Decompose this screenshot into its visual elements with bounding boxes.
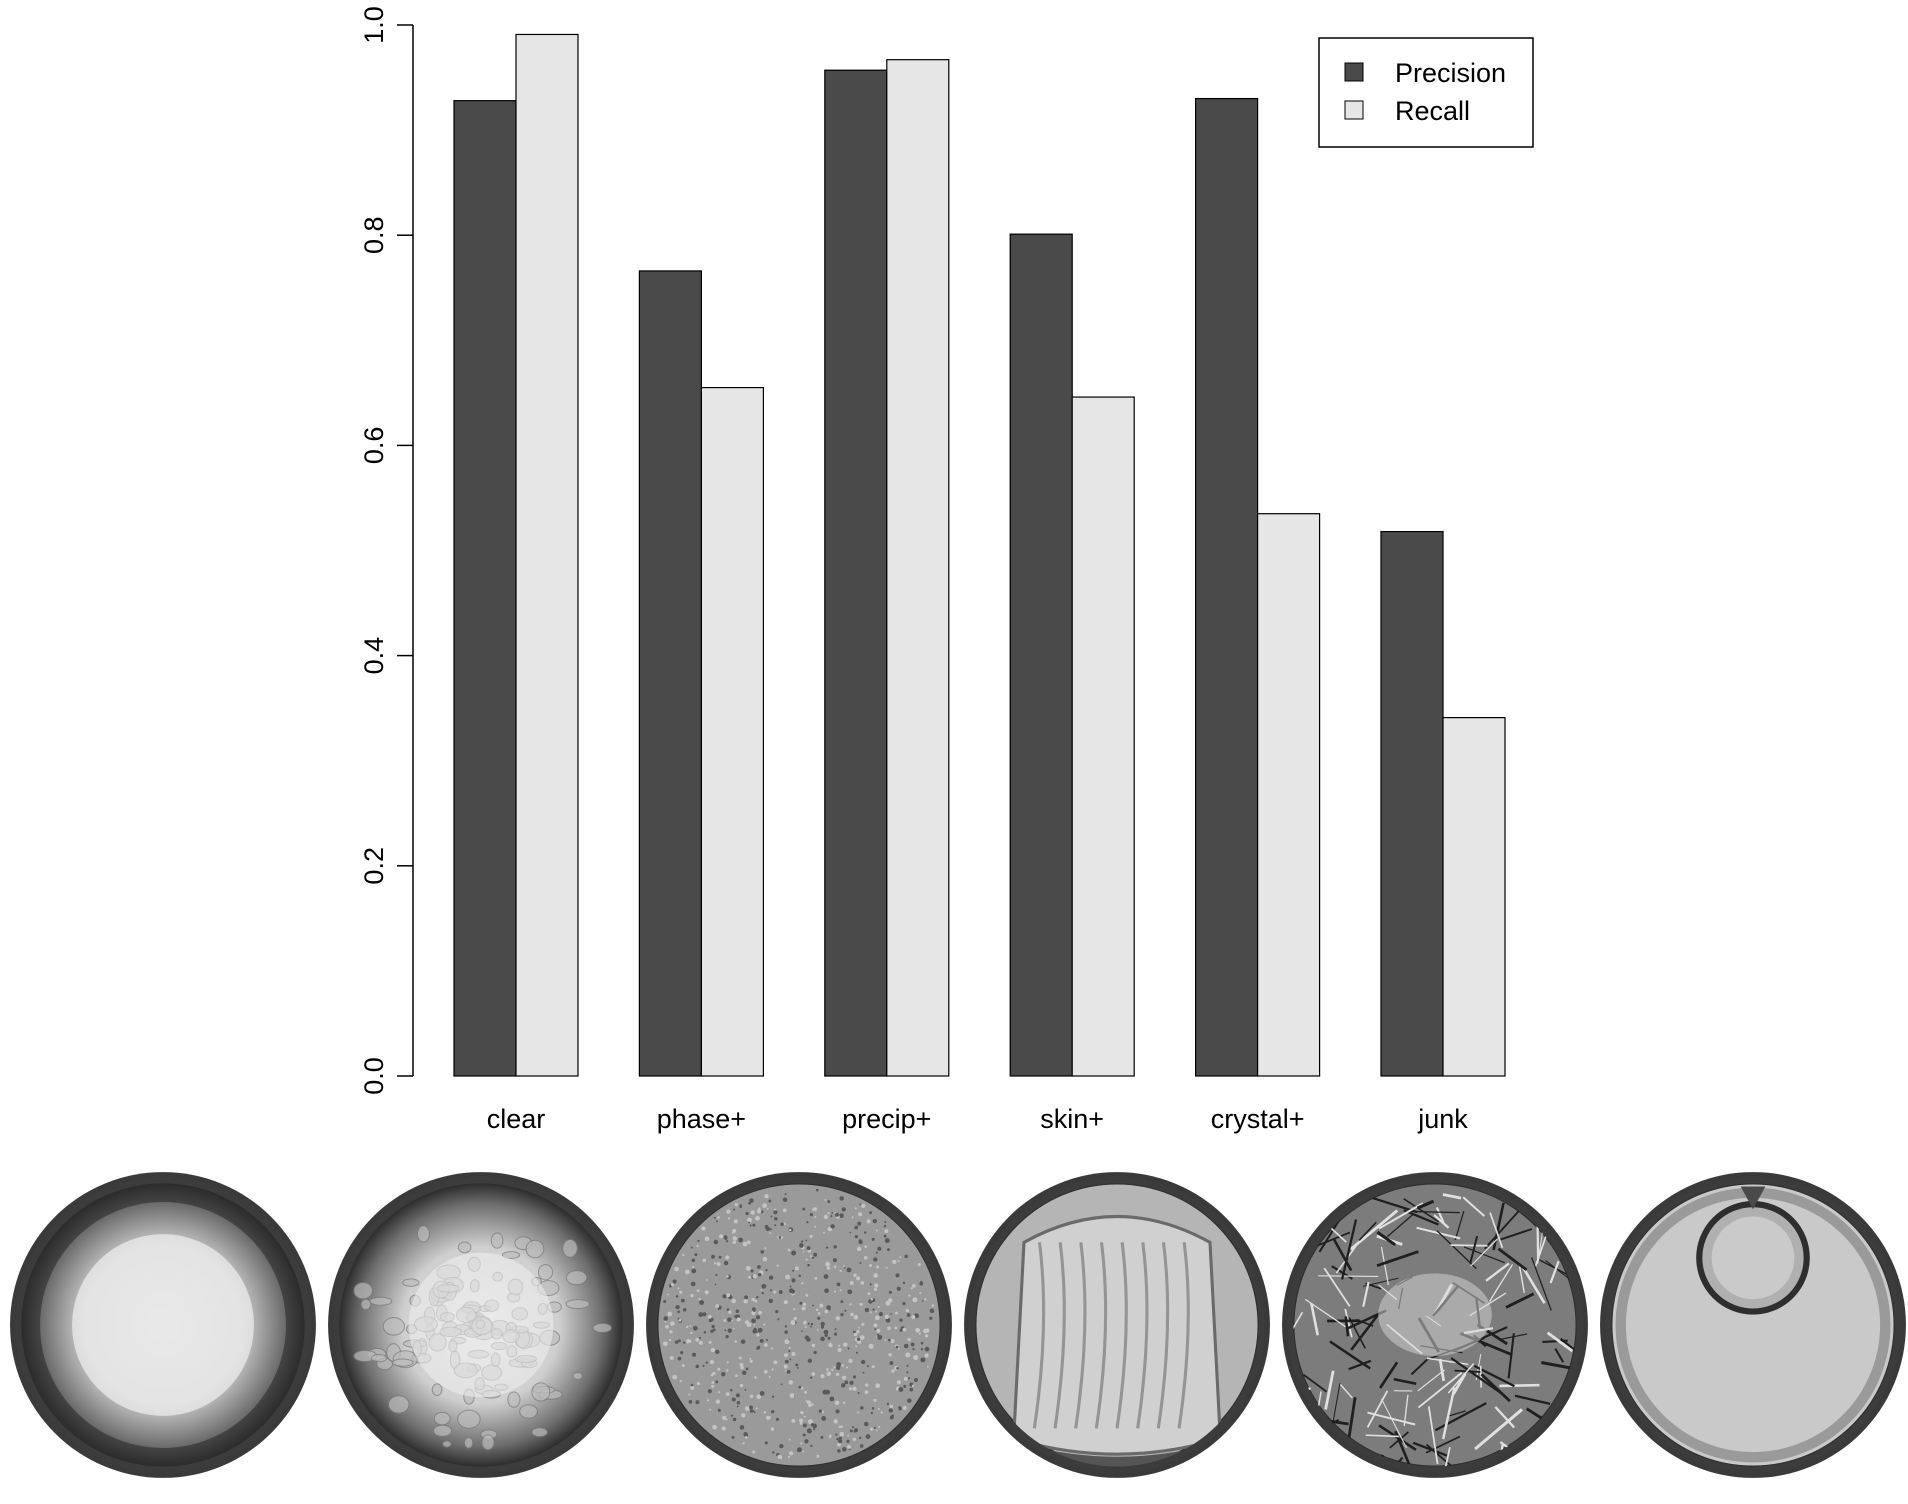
- legend: Precision Recall: [1318, 37, 1534, 148]
- bar-recall-phase-plus: [700, 386, 765, 1077]
- bar-chart: 0.0 0.2 0.4 0.6 0.8 1.0 clear phase+ precip+ ski…: [359, 6, 1534, 1134]
- legend-swatch-precision: [1344, 62, 1364, 82]
- skin-drop-image: [964, 1172, 1270, 1478]
- x-tick-labels: clear phase+ precip+ skin+ crystal+ junk: [487, 1104, 1469, 1134]
- x-tick-label: phase+: [657, 1104, 746, 1134]
- x-tick-label: junk: [1417, 1104, 1468, 1134]
- x-tick-label: clear: [487, 1104, 546, 1134]
- junk-drop-image: [1600, 1172, 1906, 1478]
- y-tick-label: 1.0: [359, 6, 389, 44]
- legend-box: [1318, 37, 1534, 148]
- bar-recall-skin-plus: [1071, 396, 1135, 1077]
- legend-label-recall: Recall: [1395, 96, 1470, 126]
- y-tick-label: 0.6: [359, 427, 389, 465]
- bar-precision-phase-plus: [638, 270, 703, 1077]
- bar-precision-precip-plus: [824, 69, 888, 1077]
- legend-swatch-recall: [1344, 100, 1364, 120]
- bar-precision-crystal-plus: [1194, 97, 1259, 1077]
- legend-label-precision: Precision: [1395, 58, 1506, 88]
- bar-precision-skin-plus: [1009, 233, 1073, 1077]
- bar-recall-junk: [1442, 717, 1506, 1077]
- bars: [453, 33, 1506, 1077]
- clear-drop-image: [10, 1172, 316, 1478]
- bar-recall-clear: [515, 33, 579, 1077]
- x-tick-label: precip+: [842, 1104, 931, 1134]
- phase-drop-image: [328, 1172, 634, 1478]
- crystal-drop-image: [1282, 1172, 1588, 1478]
- bar-precision-clear: [453, 100, 517, 1077]
- y-axis: 0.0 0.2 0.4 0.6 0.8 1.0: [359, 6, 414, 1095]
- y-tick-label: 0.0: [359, 1057, 389, 1095]
- x-tick-label: crystal+: [1211, 1104, 1305, 1134]
- y-tick-label: 0.2: [359, 847, 389, 885]
- bar-precision-junk: [1380, 530, 1444, 1077]
- bar-recall-crystal-plus: [1256, 513, 1321, 1077]
- x-tick-label: skin+: [1040, 1104, 1104, 1134]
- y-tick-label: 0.8: [359, 216, 389, 254]
- y-tick-label: 0.4: [359, 637, 389, 675]
- bar-recall-precip-plus: [886, 59, 950, 1077]
- drop-images-row: [0, 1170, 1908, 1500]
- precip-drop-image: [646, 1172, 952, 1478]
